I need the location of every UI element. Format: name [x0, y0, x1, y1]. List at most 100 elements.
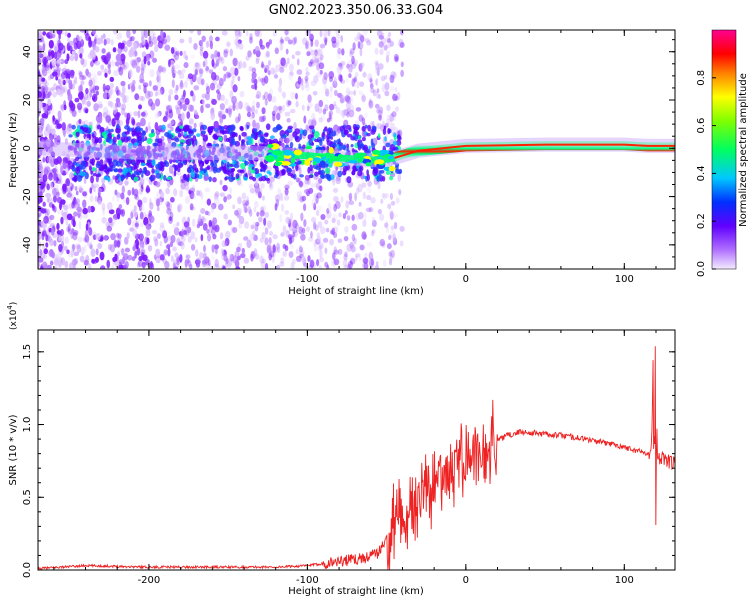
spectrogram-cell	[87, 263, 92, 269]
spectrogram-cell	[205, 85, 211, 95]
spectrogram-cell	[105, 110, 111, 118]
spectrogram-cell	[376, 108, 380, 114]
spectrogram-cell	[284, 30, 289, 36]
spectrogram-cell	[74, 52, 79, 62]
spectrogram-cell	[176, 236, 181, 244]
spectrogram-cell	[380, 75, 386, 82]
spectrogram-cell	[385, 50, 391, 57]
spectrogram-cell	[249, 208, 253, 218]
spectrogram-cell	[102, 83, 106, 92]
spectrogram-cell	[232, 226, 238, 233]
spectrogram-cell	[210, 204, 215, 213]
spectrogram-cell	[258, 116, 263, 123]
spectrogram-cell	[322, 76, 328, 85]
spectrogram-cell	[108, 217, 113, 224]
spectrogram-cell	[202, 50, 209, 59]
spectrogram-cell	[275, 112, 281, 121]
spectrogram-cell	[240, 253, 246, 259]
spectrogram-cell	[338, 143, 343, 151]
spectrogram-cell	[249, 188, 256, 194]
spectrogram-cell	[157, 138, 163, 144]
spectrogram-cell	[313, 57, 320, 64]
spectrogram-cell	[126, 30, 131, 39]
spectrogram-cell	[46, 183, 51, 191]
spectrogram-cell	[44, 64, 50, 71]
spectrogram-cell	[90, 236, 95, 243]
spectrogram-cell	[238, 134, 242, 142]
spectrogram-cell	[133, 193, 138, 200]
spectrogram-cell	[181, 112, 185, 121]
spectrogram-cell	[289, 71, 294, 76]
spectrogram-cell	[63, 104, 67, 111]
signal-blob	[312, 161, 317, 166]
spectrogram-cell	[87, 241, 92, 247]
spectrogram-cell	[101, 216, 107, 224]
spectrogram-cell	[248, 211, 253, 216]
spectrogram-cell	[110, 128, 114, 133]
spectrogram-cell	[190, 90, 194, 97]
spectrogram-cell	[61, 85, 68, 93]
spectrogram-cell	[317, 47, 320, 53]
spectrogram-cell	[167, 247, 171, 257]
spectrogram-cell	[79, 255, 85, 263]
spectrogram-cell	[77, 70, 82, 76]
signal-blob	[333, 161, 343, 167]
spectrogram-cell	[133, 42, 138, 51]
spectrogram-cell	[121, 42, 125, 49]
spectrogram-cell	[301, 227, 306, 234]
spectrogram-cell	[327, 133, 334, 138]
signal-blob	[372, 149, 381, 155]
spectrogram-cell	[44, 162, 51, 169]
spectrogram-cell	[57, 78, 63, 88]
spectrogram-cell	[174, 137, 180, 143]
spectrogram-cell	[146, 184, 150, 194]
spectrogram-cell	[224, 177, 228, 181]
spectrogram-cell	[41, 242, 45, 250]
spectrogram-cell	[358, 114, 364, 122]
spectrogram-cell	[310, 38, 314, 47]
spectrogram-cell	[326, 176, 332, 181]
spectrogram-cell	[79, 35, 83, 43]
spectrogram-cell	[112, 195, 115, 202]
spectrogram-cell	[210, 162, 215, 167]
spectrogram-cell	[217, 55, 224, 64]
spectrogram-cell	[336, 144, 340, 150]
spectrogram-cell	[137, 199, 143, 208]
spectrogram-cell	[176, 106, 181, 115]
spectrogram-cell	[260, 175, 267, 182]
spectrogram-cell	[268, 236, 272, 245]
spectrogram-cell	[271, 255, 275, 264]
spectrogram-cell	[310, 119, 317, 127]
spectrogram-cell	[263, 217, 267, 226]
spectrogram-cell	[370, 87, 375, 94]
spectrogram-cell	[45, 192, 52, 199]
spectrogram-cell	[289, 141, 294, 149]
spectrogram-cell	[362, 191, 367, 200]
spectrogram-cell	[201, 35, 206, 42]
spectrogram-cell	[286, 99, 291, 108]
spectrogram-cell	[161, 124, 166, 131]
spectrogram-cell	[51, 187, 57, 196]
spectrogram-cell	[160, 141, 166, 148]
spectrogram-cell	[251, 67, 257, 74]
spectrogram-cell	[147, 244, 153, 252]
spectrogram-cell	[324, 247, 328, 255]
spectrogram-cell	[326, 210, 332, 219]
spectrogram-cell	[304, 75, 309, 82]
spectrogram-cell	[389, 230, 396, 238]
spectrogram-cell	[277, 188, 282, 197]
spectrogram-cell	[120, 80, 126, 87]
spectrogram-cell	[343, 108, 350, 117]
spectrogram-cell	[122, 167, 129, 174]
spectrogram-cell	[301, 255, 306, 264]
spectrogram-cell	[315, 165, 321, 171]
spectrogram-cell	[101, 48, 106, 54]
spectrogram-cell	[135, 220, 140, 230]
spectrogram-cell	[55, 37, 60, 44]
spectrogram-cell	[80, 80, 85, 86]
spectrogram-cell	[159, 198, 163, 206]
spectrogram-cell	[156, 112, 161, 118]
snr-y-multiplier-exp: 4	[6, 305, 14, 310]
spectrogram-cell	[169, 119, 175, 126]
spectrogram-cell	[342, 259, 348, 268]
